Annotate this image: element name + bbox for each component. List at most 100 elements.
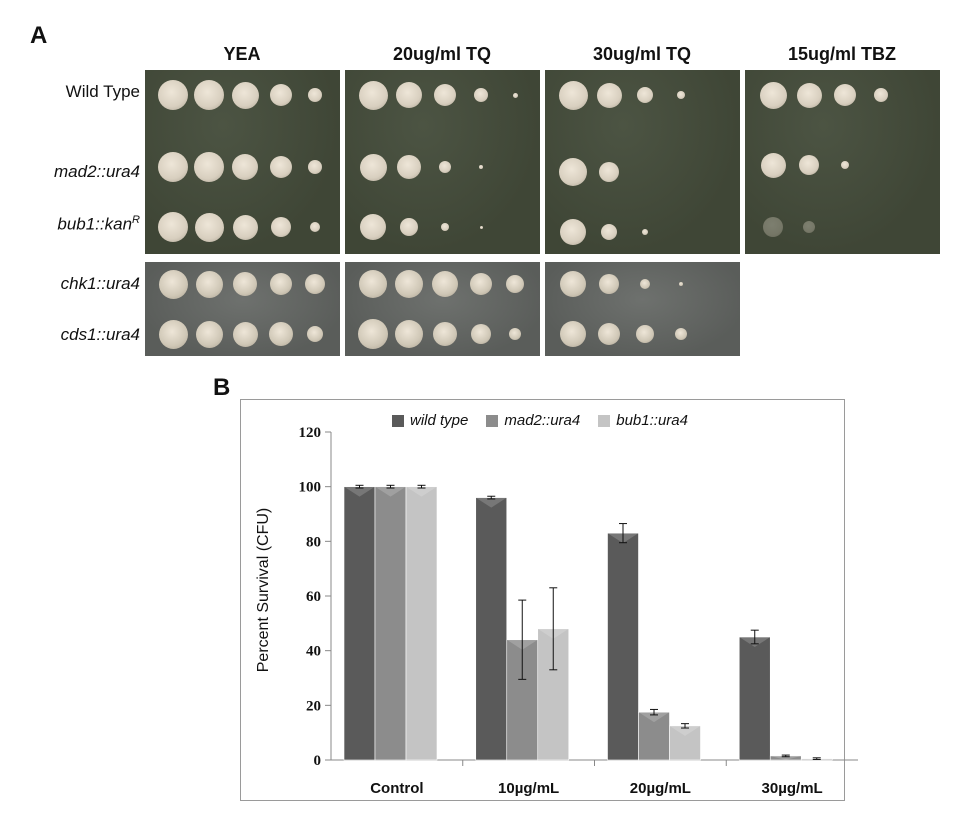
plate-20tq-bottom: [345, 262, 540, 356]
plate-15tbz-top: [745, 70, 940, 254]
colony-spot: [269, 322, 293, 346]
colony-spot: [642, 229, 648, 235]
condition-header-yea: YEA: [223, 44, 261, 64]
colony-spot: [158, 212, 188, 242]
legend-label-wild-type: wild type: [410, 412, 469, 429]
colony-spot: [471, 324, 491, 344]
colony-spot: [479, 225, 483, 229]
panel-b-letter: B: [213, 374, 231, 401]
colony-spot: [158, 80, 188, 110]
colony-spot: [359, 153, 387, 181]
strain-label-bub1-sup: R: [132, 214, 140, 226]
colony-spot: [194, 152, 224, 182]
colony-spot: [195, 320, 223, 348]
colony-spot: [158, 319, 188, 349]
colony-spot: [232, 321, 258, 347]
colony-spot: [359, 270, 387, 298]
colony-spot: [270, 156, 292, 178]
colony-spot: [195, 270, 223, 298]
colony-spot: [395, 320, 423, 348]
colony-spot: [432, 271, 458, 297]
colony-spot: [599, 162, 619, 182]
colony-spot: [759, 81, 787, 109]
legend-label-mad2: mad2::ura4: [504, 412, 581, 429]
condition-header-15tbz: 15ug/ml TBZ: [787, 44, 896, 64]
colony-spot: [270, 84, 292, 106]
condition-header-30tq: 30ug/ml TQ: [592, 44, 691, 64]
colony-spot: [841, 161, 849, 169]
colony-spot: [396, 82, 422, 108]
colony-spot: [308, 88, 322, 102]
colony-spot: [158, 269, 188, 299]
colony-spot: [677, 91, 685, 99]
condition-header-20tq: 20ug/ml TQ: [392, 44, 491, 64]
colony-spot: [271, 217, 291, 237]
colony-spot: [598, 323, 620, 345]
legend-item-bub1: bub1::ura4: [598, 412, 688, 429]
colony-spot: [305, 274, 325, 294]
chart-frame: [240, 399, 845, 801]
chart-legend: wild type mad2::ura4 bub1::ura4: [392, 412, 688, 429]
strain-label-chk1: chk1::ura4: [60, 274, 140, 293]
colony-spot: [640, 279, 650, 289]
legend-item-wild-type: wild type: [392, 412, 468, 429]
colony-spot: [506, 275, 524, 293]
colony-spot: [270, 273, 292, 295]
legend-label-bub1: bub1::ura4: [616, 412, 688, 429]
colony-spot: [874, 88, 888, 102]
colony-spot: [433, 322, 457, 346]
colony-spot: [310, 222, 320, 232]
colony-spot: [479, 165, 483, 169]
colony-spot: [358, 319, 388, 349]
colony-spot: [194, 212, 224, 242]
colony-spot: [307, 326, 323, 342]
colony-spot: [834, 84, 856, 106]
plate-30tq-top: [545, 70, 740, 254]
colony-spot: [194, 80, 224, 110]
colony-spot: [799, 155, 819, 175]
colony-spot: [400, 218, 418, 236]
colony-spot: [233, 272, 257, 296]
plate-yea-top: [145, 70, 340, 254]
colony-spot: [395, 270, 423, 298]
colony-spot: [434, 84, 456, 106]
colony-spot: [509, 328, 521, 340]
colony-spot: [763, 217, 783, 237]
colony-spot: [599, 274, 619, 294]
colony-spot: [558, 80, 588, 110]
colony-spot: [470, 273, 492, 295]
colony-spot: [360, 214, 386, 240]
colony-spot: [596, 82, 622, 108]
colony-spot: [231, 81, 259, 109]
y-axis-label: Percent Survival (CFU): [255, 507, 272, 673]
colony-spot: [441, 223, 449, 231]
colony-spot: [760, 152, 786, 178]
colony-spot: [232, 214, 258, 240]
colony-spot: [397, 155, 421, 179]
colony-spot: [158, 152, 188, 182]
colony-spot: [679, 282, 683, 286]
legend-swatch-wild-type: [392, 414, 404, 427]
legend-swatch-bub1: [598, 414, 611, 427]
legend-item-mad2: mad2::ura4: [486, 412, 580, 429]
colony-spot: [512, 92, 518, 98]
strain-label-mad2: mad2::ura4: [54, 162, 140, 181]
strain-label-bub1: bub1::kanR: [8, 214, 140, 235]
plate-yea-bottom: [145, 262, 340, 356]
colony-spot: [803, 221, 815, 233]
plate-20tq-top: [345, 70, 540, 254]
colony-spot: [560, 219, 586, 245]
colony-spot: [232, 154, 258, 180]
colony-spot: [308, 160, 322, 174]
colony-spot: [796, 82, 822, 108]
plate-30tq-bottom: [545, 262, 740, 356]
colony-spot: [560, 321, 586, 347]
colony-spot: [559, 158, 587, 186]
colony-spot: [637, 87, 653, 103]
legend-swatch-mad2: [486, 414, 499, 427]
colony-spot: [358, 80, 388, 110]
colony-spot: [474, 88, 488, 102]
colony-spot: [560, 271, 586, 297]
colony-spot: [439, 161, 451, 173]
strain-label-wild-type: Wild Type: [65, 82, 140, 101]
